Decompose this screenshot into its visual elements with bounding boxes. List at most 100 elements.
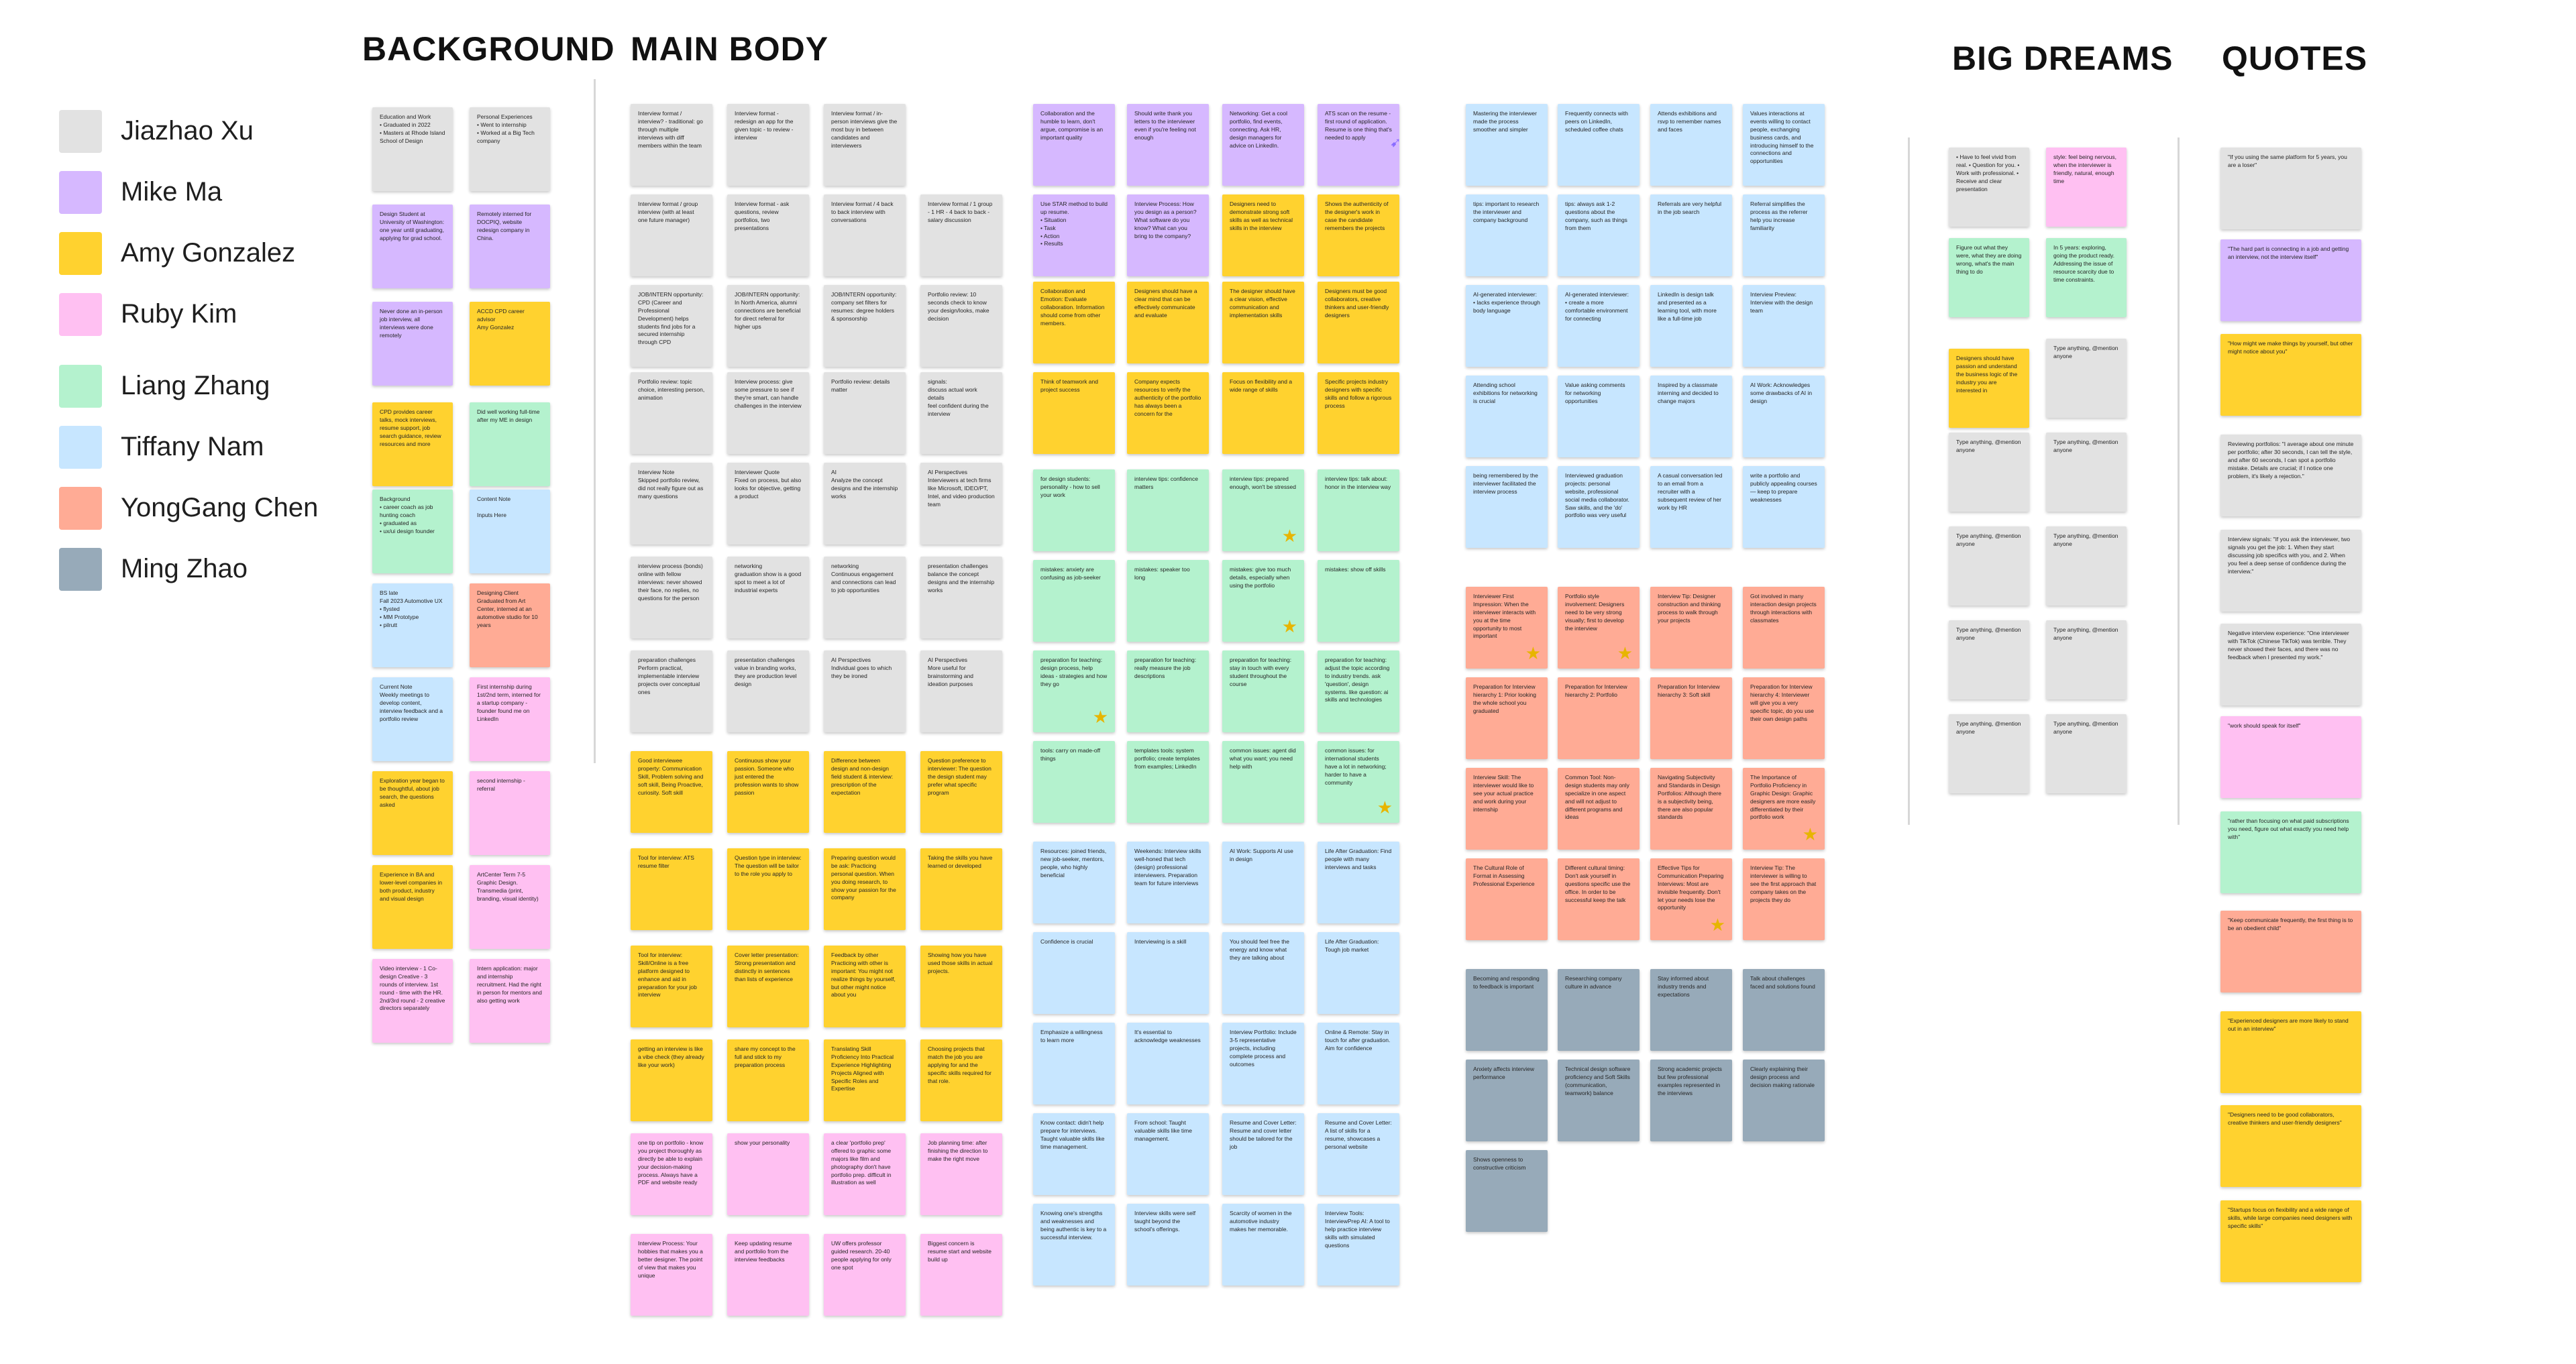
sticky-note[interactable]: "How might we make things by yourself, b… [2220,334,2361,416]
sticky-note[interactable]: Never done an in-person job interview, a… [372,302,453,386]
sticky-note[interactable]: Interview format / in-person interviews … [824,104,906,186]
sticky-note[interactable]: Different cultural timing: Don't ask you… [1558,858,1640,940]
sticky-note[interactable]: Figure out what they were, what they are… [1949,238,2029,317]
sticky-note[interactable]: Mastering the interviewer made the proce… [1466,104,1548,186]
sticky-note[interactable]: Interview Tip: Designer construction and… [1650,587,1732,669]
sticky-note[interactable]: networking graduation show is a good spo… [727,557,809,638]
sticky-note[interactable]: Designing Client Graduated from Art Cent… [470,583,550,667]
sticky-note[interactable]: for design students: personality - how t… [1033,469,1115,551]
sticky-note[interactable]: AI Perspectives Interviewers at tech fir… [920,463,1002,545]
sticky-note[interactable]: Designers need to demonstrate strong sof… [1222,194,1304,276]
sticky-note[interactable]: Networking: Get a cool portfolio, find e… [1222,104,1304,186]
sticky-note[interactable]: Design Student at University of Washingt… [372,205,453,288]
sticky-note[interactable]: tips: always ask 1-2 questions about the… [1558,194,1640,276]
sticky-note[interactable]: UW offers professor guided research. 20-… [824,1234,906,1316]
sticky-note[interactable]: Inspired by a classmate interning and de… [1650,376,1732,457]
sticky-note[interactable]: The designer should have a clear vision,… [1222,282,1304,363]
sticky-note[interactable]: Value asking comments for networking opp… [1558,376,1640,457]
sticky-note[interactable]: Current Note Weekly meetings to develop … [372,677,453,761]
sticky-note[interactable]: presentation challenges balance the conc… [920,557,1002,638]
sticky-note[interactable]: "rather than focusing on what paid subsc… [2220,811,2361,893]
sticky-note[interactable]: Life After Graduation: Tough job market [1318,932,1399,1014]
sticky-note[interactable]: common issues: for international student… [1318,741,1399,823]
sticky-note[interactable]: Keep updating resume and portfolio from … [727,1234,809,1316]
sticky-note[interactable]: Interviewing is a skill [1127,932,1209,1014]
sticky-note[interactable]: Designers should have a clear mind that … [1127,282,1209,363]
sticky-note[interactable]: Portfolio review: details matter [824,372,906,454]
sticky-note[interactable]: Interview format / group interview (with… [631,194,712,276]
sticky-note[interactable]: preparation for teaching: stay in touch … [1222,650,1304,732]
sticky-note[interactable]: "Startups focus on flexibility and a wid… [2220,1200,2361,1282]
sticky-note[interactable]: Online & Remote: Stay in touch for after… [1318,1023,1399,1104]
sticky-note[interactable]: Preparation for Interview hierarchy 1: P… [1466,677,1548,759]
sticky-note[interactable]: one tip on portfolio - know you project … [631,1133,712,1215]
sticky-note[interactable]: Shows the authenticity of the designer's… [1318,194,1399,276]
sticky-note[interactable]: Preparation for Interview hierarchy 3: S… [1650,677,1732,759]
sticky-note[interactable]: Knowing one's strengths and weaknesses a… [1033,1204,1115,1286]
sticky-note[interactable]: The Cultural Role of Format in Assessing… [1466,858,1548,940]
sticky-note[interactable]: Effective Tips for Communication Prepari… [1650,858,1732,940]
sticky-note[interactable]: Personal Experiences • Went to internshi… [470,107,550,191]
sticky-note[interactable]: Talk about challenges faced and solution… [1743,969,1825,1051]
sticky-note[interactable]: "If you using the same platform for 5 ye… [2220,148,2361,229]
sticky-note[interactable]: Job planning time: after finishing the d… [920,1133,1002,1215]
sticky-note[interactable]: Strong academic projects but few profess… [1650,1060,1732,1141]
sticky-note[interactable]: mistakes: anxiety are confusing as job-s… [1033,560,1115,642]
sticky-note[interactable]: Portfolio review: topic choice, interest… [631,372,712,454]
sticky-note[interactable]: Showing how you have used those skills i… [920,946,1002,1027]
sticky-note[interactable]: Good interviewee property: Communication… [631,751,712,833]
sticky-note[interactable]: Tool for interview: Skill/Online is a fr… [631,946,712,1027]
sticky-note[interactable]: ACCD CPD career advisor Amy Gonzalez [470,302,550,386]
sticky-note[interactable]: ATS scan on the resume - first round of … [1318,104,1399,186]
sticky-note[interactable]: Type anything, @mention anyone [1949,433,2029,512]
sticky-note[interactable]: Values interactions at events willing to… [1743,104,1825,186]
sticky-note[interactable]: Cover letter presentation: Strong presen… [727,946,809,1027]
sticky-note[interactable]: Interview format - ask questions, review… [727,194,809,276]
sticky-note[interactable]: Question preference to interviewer: The … [920,751,1002,833]
sticky-note[interactable]: preparation challenges Perform practical… [631,650,712,732]
sticky-note[interactable]: write a portfolio and publicly appealing… [1743,466,1825,548]
sticky-note[interactable]: JOB/INTERN opportunity: CPD (Career and … [631,285,712,367]
sticky-note[interactable]: Interview format - redesign an app for t… [727,104,809,186]
sticky-note[interactable]: Tool for interview: ATS resume filter [631,848,712,930]
sticky-note[interactable]: Becoming and responding to feedback is i… [1466,969,1548,1051]
sticky-note[interactable]: Common Tool: Non-design students may onl… [1558,768,1640,850]
sticky-note[interactable]: Video interview - 1 Co-design Creative -… [372,959,453,1043]
sticky-note[interactable]: "work should speak for itself" [2220,716,2361,798]
sticky-note[interactable]: Interview format / interview? - traditio… [631,104,712,186]
sticky-note[interactable]: Education and Work • Graduated in 2022 •… [372,107,453,191]
sticky-note[interactable]: interview process (bonds) online with fe… [631,557,712,638]
sticky-note[interactable]: Resources: joined friends, new job-seeke… [1033,842,1115,923]
sticky-note[interactable]: signals: discuss actual work details fee… [920,372,1002,454]
sticky-note[interactable]: Type anything, @mention anyone [2046,433,2127,512]
sticky-note[interactable]: Use STAR method to build up resume. • Si… [1033,194,1115,276]
sticky-note[interactable]: AI Perspectives More useful for brainsto… [920,650,1002,732]
sticky-note[interactable]: Type anything, @mention anyone [2046,714,2127,793]
sticky-note[interactable]: a clear 'portfolio prep' offered to grap… [824,1133,906,1215]
sticky-note[interactable]: Focus on flexibility and a wide range of… [1222,372,1304,454]
sticky-note[interactable]: Content Note Inputs Here [470,490,550,573]
sticky-note[interactable]: interview tips: prepared enough, won't b… [1222,469,1304,551]
sticky-note[interactable]: preparation for teaching: design process… [1033,650,1115,732]
sticky-note[interactable]: Remotely interned for DOCPIQ, website re… [470,205,550,288]
sticky-note[interactable]: Experience in BA and lower-level compani… [372,865,453,949]
sticky-note[interactable]: Preparation for Interview hierarchy 2: P… [1558,677,1640,759]
sticky-note[interactable]: Interview Tools: InterviewPrep AI: A too… [1318,1204,1399,1286]
sticky-note[interactable]: • Have to feel vivid from real. • Questi… [1949,148,2029,227]
sticky-note[interactable]: Interviewer First Impression: When the i… [1466,587,1548,669]
sticky-note[interactable]: Attending school exhibitions for network… [1466,376,1548,457]
sticky-note[interactable]: AI Analyze the concept designs and the i… [824,463,906,545]
sticky-note[interactable]: interview tips: confidence matters [1127,469,1209,551]
sticky-note[interactable]: From school: Taught valuable skills like… [1127,1113,1209,1195]
sticky-note[interactable]: Clearly explaining their design process … [1743,1060,1825,1141]
sticky-note[interactable]: AI Work: Acknowledges some drawbacks of … [1743,376,1825,457]
sticky-note[interactable]: Technical design software proficiency an… [1558,1060,1640,1141]
sticky-note[interactable]: Attends exhibitions and rsvp to remember… [1650,104,1732,186]
sticky-note[interactable]: BS late Fall 2023 Automotive UX • flyste… [372,583,453,667]
sticky-note[interactable]: Taking the skills you have learned or de… [920,848,1002,930]
sticky-note[interactable]: LinkedIn is design talk and presented as… [1650,285,1732,367]
sticky-note[interactable]: Intern application: major and internship… [470,959,550,1043]
sticky-note[interactable]: Interview Portfolio: Include 3-5 represe… [1222,1023,1304,1104]
sticky-note[interactable]: Interviewed graduation projects: persona… [1558,466,1640,548]
sticky-note[interactable]: style: feel being nervous, when the inte… [2046,148,2127,227]
